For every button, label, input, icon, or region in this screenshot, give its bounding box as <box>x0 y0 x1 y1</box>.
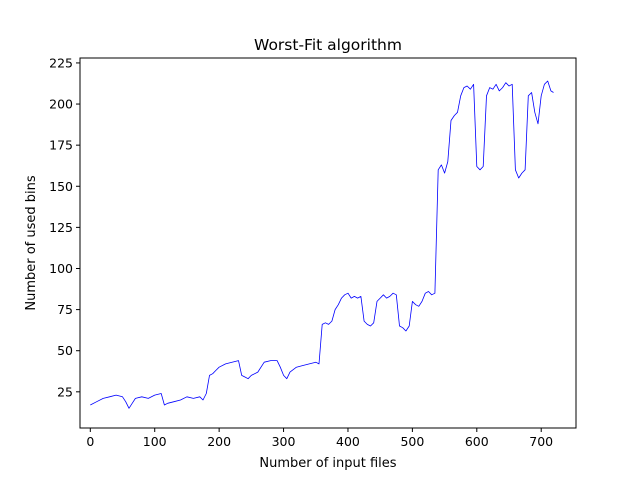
x-tick-label: 200 <box>207 434 231 449</box>
plot-area-frame <box>79 57 577 429</box>
series-line <box>90 80 554 409</box>
x-tick-label: 100 <box>143 434 167 449</box>
x-tick-label: 300 <box>272 434 296 449</box>
x-tick-label: 700 <box>529 434 553 449</box>
y-axis-label: Number of used bins <box>24 175 39 311</box>
x-axis-label: Number of input files <box>259 456 396 471</box>
x-tick-label: 600 <box>465 434 489 449</box>
x-tick-label: 500 <box>400 434 424 449</box>
y-tick-label: 175 <box>49 138 73 153</box>
y-tick-label: 125 <box>49 220 73 235</box>
y-tick-label: 150 <box>49 179 73 194</box>
y-tick-label: 75 <box>57 302 73 317</box>
x-axis-ticks: 0 100 200 300 400 500 600 700 <box>86 428 553 449</box>
y-tick-label: 25 <box>57 384 73 399</box>
x-tick-label: 400 <box>336 434 360 449</box>
y-axis-ticks: 25 50 75 100 125 150 175 200 225 <box>49 55 80 399</box>
y-tick-label: 200 <box>49 97 73 112</box>
chart-title: Worst-Fit algorithm <box>254 36 402 54</box>
y-tick-label: 225 <box>49 55 73 70</box>
y-tick-label: 50 <box>57 343 73 358</box>
y-tick-label: 100 <box>49 261 73 276</box>
x-tick-label: 0 <box>86 434 94 449</box>
